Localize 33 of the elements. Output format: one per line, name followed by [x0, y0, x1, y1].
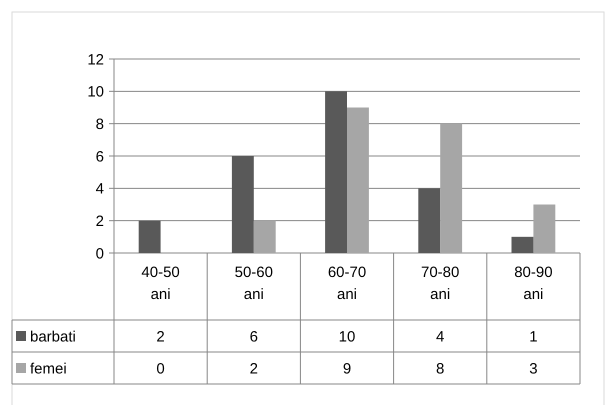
y-tick-label: 6 — [96, 148, 104, 166]
y-tick-label: 12 — [87, 51, 104, 68]
bar — [138, 220, 161, 253]
data-label: 3 — [529, 360, 538, 378]
bar — [418, 188, 440, 253]
x-tick-label: 60-70 ani — [328, 264, 366, 303]
legend-label: barbati — [30, 328, 76, 346]
y-tick-label: 8 — [96, 116, 104, 133]
y-tick-label: 2 — [96, 212, 104, 230]
bar — [232, 156, 254, 253]
bar — [440, 124, 462, 253]
x-tick-label: 70-80 ani — [421, 264, 460, 303]
data-label: 8 — [436, 360, 444, 378]
data-label: 4 — [436, 328, 444, 346]
bar — [254, 220, 276, 253]
y-tick-label: 0 — [96, 245, 104, 262]
x-tick-label: 40-50 ani — [141, 264, 180, 303]
data-label: 6 — [250, 328, 258, 346]
data-label: 1 — [529, 328, 538, 346]
bar — [512, 236, 534, 253]
data-label: 2 — [156, 328, 165, 346]
data-label: 0 — [156, 360, 165, 378]
bar — [325, 91, 347, 253]
data-label: 9 — [342, 360, 352, 378]
bar — [533, 204, 556, 253]
legend-label: femei — [30, 360, 67, 378]
x-tick-label: 50-60 ani — [234, 264, 273, 303]
data-label: 2 — [250, 360, 258, 378]
x-tick-label: 80-90 ani — [514, 264, 553, 303]
data-label: 10 — [338, 328, 356, 346]
y-tick-label: 4 — [96, 180, 104, 198]
y-tick-label: 10 — [87, 84, 104, 101]
bar — [347, 108, 369, 253]
